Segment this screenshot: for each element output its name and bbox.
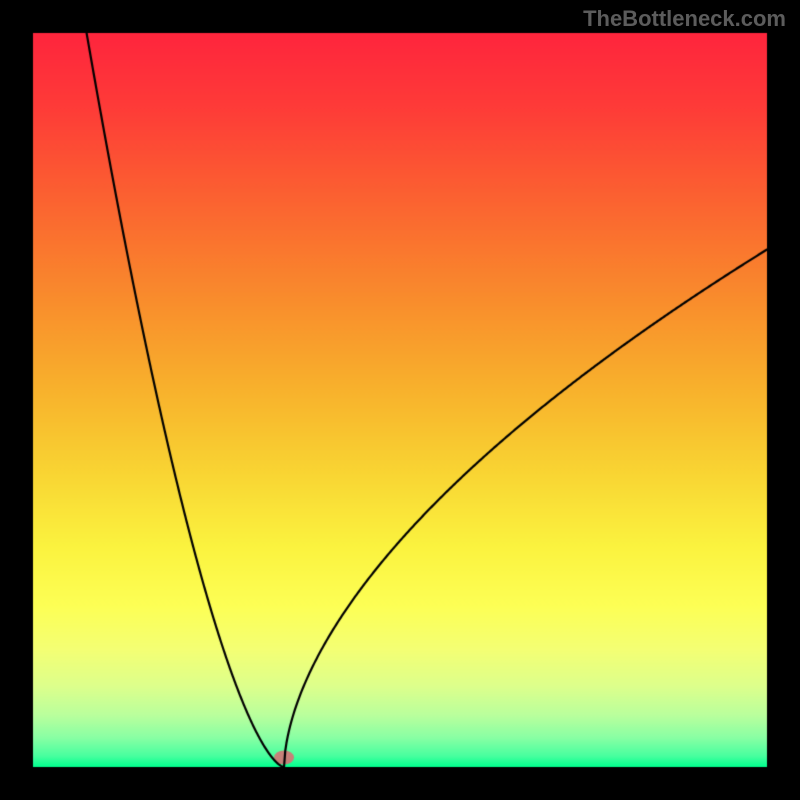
bottleneck-chart-canvas [0, 0, 800, 800]
chart-container: TheBottleneck.com [0, 0, 800, 800]
watermark-text: TheBottleneck.com [583, 6, 786, 32]
